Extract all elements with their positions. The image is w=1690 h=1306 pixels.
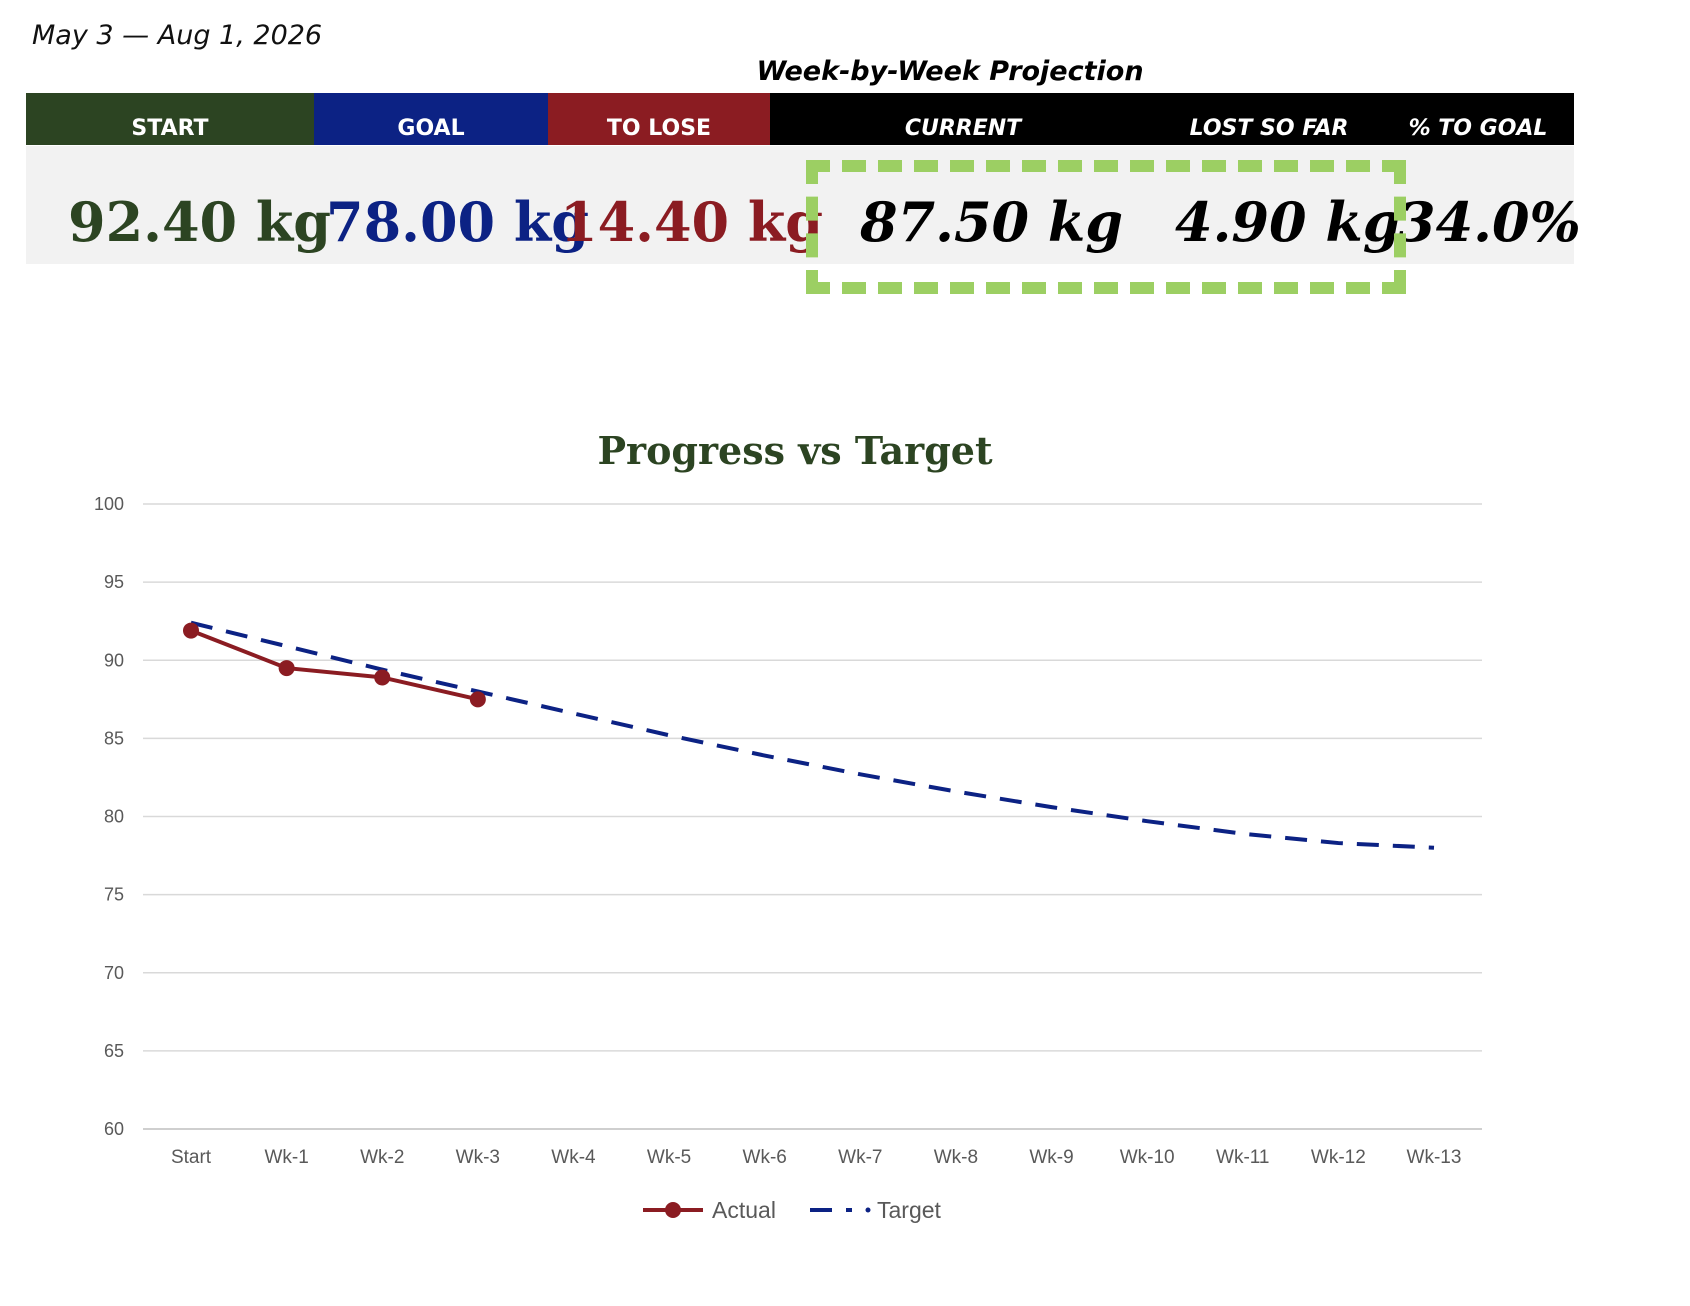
start-value: 92.40 kg <box>68 190 332 254</box>
current-highlight-box <box>806 160 1406 294</box>
actual-point <box>469 691 486 708</box>
x-tick-label: Wk-6 <box>743 1147 787 1168</box>
pct-to-goal-value: 34.0% <box>1398 190 1581 254</box>
x-tick-label: Start <box>171 1147 212 1168</box>
x-tick-label: Wk-8 <box>934 1147 978 1168</box>
date-range: May 3 — Aug 1, 2026 <box>32 20 323 51</box>
actual-series-line <box>190 628 479 702</box>
x-tick-label: Wk-1 <box>264 1147 308 1168</box>
x-tick-label: Wk-10 <box>1120 1147 1175 1168</box>
to-lose-value: 14.40 kg <box>560 190 824 254</box>
actual-point <box>278 660 295 677</box>
x-tick-label: Wk-11 <box>1216 1147 1269 1168</box>
lost-so-far-header: LOST SO FAR <box>1156 93 1382 145</box>
y-tick-label: 100 <box>94 494 124 514</box>
start-header: START <box>26 93 314 145</box>
y-tick-label: 95 <box>104 572 124 592</box>
goal-value: 78.00 kg <box>326 190 590 254</box>
current-header: CURRENT <box>770 93 1156 145</box>
y-tick-label: 85 <box>104 728 124 748</box>
chart-title: Progress vs Target <box>597 428 993 473</box>
legend-actual-marker <box>665 1202 681 1218</box>
current-value: 87.50 kg <box>860 190 1124 254</box>
legend-target-dot <box>865 1207 871 1213</box>
legend-actual-label: Actual <box>712 1197 776 1223</box>
x-tick-label: Wk-13 <box>1407 1147 1462 1168</box>
x-tick-label: Wk-4 <box>551 1147 596 1168</box>
to-lose-header: TO LOSE <box>548 93 770 145</box>
projection-title: Week-by-Week Projection <box>756 56 1144 87</box>
summary-header: START GOAL TO LOSE CURRENT LOST SO FAR %… <box>26 93 1574 145</box>
goal-header: GOAL <box>314 93 548 145</box>
target-series-line <box>190 620 1435 850</box>
y-tick-label: 65 <box>104 1041 124 1061</box>
x-tick-label: Wk-9 <box>1029 1147 1073 1168</box>
y-tick-label: 60 <box>104 1119 124 1139</box>
x-tick-label: Wk-3 <box>456 1147 500 1168</box>
y-tick-label: 75 <box>104 885 124 905</box>
y-tick-label: 90 <box>104 650 124 670</box>
lost-so-far-value: 4.90 kg <box>1175 190 1401 254</box>
y-tick-label: 70 <box>104 963 124 983</box>
legend-target-label: Target <box>877 1197 942 1223</box>
x-tick-label: Wk-5 <box>647 1147 691 1168</box>
x-tick-label: Wk-7 <box>838 1147 882 1168</box>
x-tick-label: Wk-2 <box>360 1147 404 1168</box>
actual-point <box>183 622 199 639</box>
x-tick-label: Wk-12 <box>1311 1147 1366 1168</box>
pct-to-goal-header: % TO GOAL <box>1382 93 1574 145</box>
actual-point <box>374 669 391 686</box>
y-tick-label: 80 <box>104 807 124 827</box>
